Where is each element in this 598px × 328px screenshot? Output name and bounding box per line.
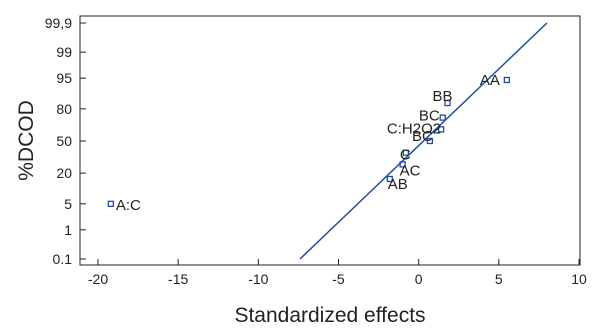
y-tick-label: 80 <box>56 101 72 117</box>
y-axis-label: %DCOD <box>15 100 38 181</box>
plot-frame <box>79 15 581 266</box>
data-point-label: AC <box>400 162 421 179</box>
data-point <box>439 114 446 121</box>
data-point <box>107 200 114 207</box>
x-tick-label: -10 <box>248 271 268 287</box>
y-tick-label: 20 <box>56 165 72 181</box>
y-axis: 0.1 1 5 20 50 80 95 99 99,9 <box>45 15 86 267</box>
data-point-label: AA <box>480 72 500 89</box>
y-tick-label: 95 <box>56 70 72 86</box>
data-point-label: AB <box>388 176 408 193</box>
y-tick-label: 99 <box>56 44 72 60</box>
y-tick-label: 99,9 <box>45 15 72 31</box>
y-tick-label: 0.1 <box>53 251 73 267</box>
data-point-label: BC <box>419 108 440 125</box>
y-tick-label: 1 <box>64 222 72 238</box>
x-tick-label: 5 <box>495 271 503 287</box>
data-point-label: BC <box>412 128 433 145</box>
x-tick-label: -20 <box>88 271 108 287</box>
data-point <box>399 161 406 168</box>
data-point-label: C:H2O2 <box>387 120 441 137</box>
x-axis-label: Standardized effects <box>234 304 425 327</box>
x-tick-label: -15 <box>168 271 188 287</box>
data-point <box>402 149 409 156</box>
x-axis: -20 -15 -10 -5 0 5 10 <box>88 259 587 287</box>
data-point-label: BB <box>433 88 453 105</box>
data-point <box>386 175 393 183</box>
reference-line <box>299 22 548 260</box>
data-point-label: C <box>400 147 411 164</box>
data-point <box>426 137 434 145</box>
data-point <box>503 76 511 84</box>
x-tick-label: 0 <box>415 271 423 287</box>
data-point <box>444 99 451 107</box>
y-tick-label: 50 <box>56 133 72 149</box>
x-tick-label: 10 <box>571 271 587 287</box>
data-point <box>437 126 445 133</box>
x-tick-label: -5 <box>332 271 345 287</box>
y-tick-label: 5 <box>64 196 72 212</box>
data-point-label: A:C <box>116 197 141 214</box>
